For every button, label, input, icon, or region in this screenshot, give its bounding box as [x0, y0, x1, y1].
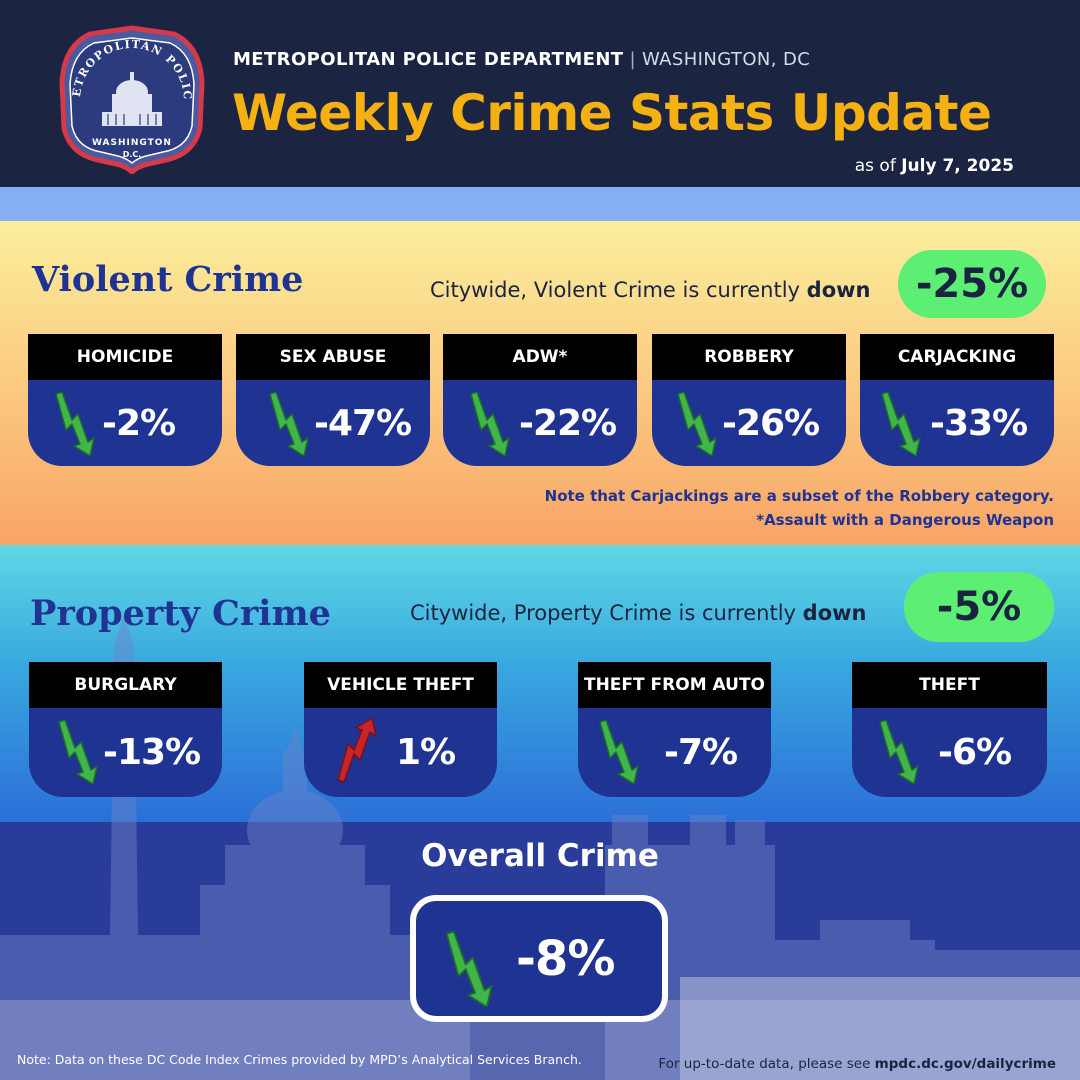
- category-body: -7%: [578, 708, 771, 797]
- violent-card-adw: ADW* -22%: [443, 334, 637, 466]
- property-card-theft-from-auto: THEFT FROM AUTO -7%: [578, 662, 771, 797]
- violent-crime-title: Violent Crime: [32, 259, 304, 300]
- category-change: -47%: [314, 402, 412, 444]
- daily-crime-link-note: For up-to-date data, please see mpdc.dc.…: [658, 1056, 1056, 1072]
- category-label: HOMICIDE: [28, 334, 222, 380]
- trend-down-icon: [442, 929, 494, 1007]
- category-label: CARJACKING: [860, 334, 1054, 380]
- category-body: 1%: [304, 708, 497, 797]
- department-line: METROPOLITAN POLICE DEPARTMENT | WASHINGTO…: [233, 49, 810, 70]
- mpd-badge-icon: METROPOLITAN POLICE WASHINGTON D.C.: [56, 24, 205, 174]
- svg-text:D.C.: D.C.: [123, 150, 142, 159]
- adw-definition-note: *Assault with a Dangerous Weapon: [756, 511, 1054, 529]
- category-change: 1%: [396, 732, 456, 773]
- property-crime-statement: Citywide, Property Crime is currently do…: [410, 601, 867, 625]
- category-body: -13%: [29, 708, 222, 797]
- header-separator: |: [629, 49, 636, 70]
- category-change: -33%: [930, 402, 1028, 444]
- trend-down-icon: [878, 390, 922, 456]
- trend-down-icon: [596, 718, 640, 784]
- trend-down-icon: [674, 390, 718, 456]
- overall-crime-change: -8%: [516, 930, 615, 987]
- category-label: VEHICLE THEFT: [304, 662, 497, 708]
- trend-down-icon: [52, 390, 96, 456]
- trend-down-icon: [876, 718, 920, 784]
- property-crime-content: Property Crime Citywide, Property Crime …: [0, 545, 1080, 822]
- svg-text:WASHINGTON: WASHINGTON: [92, 138, 172, 148]
- data-source-note: Note: Data on these DC Code Index Crimes…: [17, 1052, 582, 1067]
- trend-down-icon: [266, 390, 310, 456]
- page-title: Weekly Crime Stats Update: [232, 84, 992, 142]
- category-body: -47%: [236, 380, 430, 466]
- trend-up-icon: [334, 718, 378, 784]
- category-change: -13%: [103, 732, 201, 773]
- header-divider-band: [0, 187, 1080, 221]
- category-change: -7%: [664, 732, 738, 773]
- carjacking-note: Note that Carjackings are a subset of th…: [544, 487, 1054, 505]
- category-body: -6%: [852, 708, 1047, 797]
- header: METROPOLITAN POLICE WASHINGTON D.C. METR…: [0, 0, 1080, 187]
- category-body: -33%: [860, 380, 1054, 466]
- category-change: -2%: [102, 402, 176, 444]
- violent-card-robbery: ROBBERY -26%: [652, 334, 846, 466]
- property-crime-total-badge: -5%: [904, 572, 1054, 642]
- category-label: SEX ABUSE: [236, 334, 430, 380]
- violent-card-homicide: HOMICIDE -2%: [28, 334, 222, 466]
- overall-crime-title: Overall Crime: [421, 838, 659, 874]
- violent-crime-notes: Note that Carjackings are a subset of th…: [545, 484, 1054, 532]
- trend-down-icon: [55, 718, 99, 784]
- category-label: THEFT: [852, 662, 1047, 708]
- category-change: -6%: [938, 732, 1012, 773]
- violent-card-carjacking: CARJACKING -33%: [860, 334, 1054, 466]
- category-label: ADW*: [443, 334, 637, 380]
- department-city: WASHINGTON, DC: [641, 49, 811, 70]
- violent-card-sex-abuse: SEX ABUSE -47%: [236, 334, 430, 466]
- trend-down-icon: [467, 390, 511, 456]
- daily-crime-link[interactable]: mpdc.dc.gov/dailycrime: [874, 1056, 1056, 1072]
- property-crime-title: Property Crime: [30, 593, 331, 634]
- as-of-date: as of July 7, 2025: [854, 156, 1014, 176]
- category-body: -22%: [443, 380, 637, 466]
- overall-crime-card: -8%: [410, 895, 668, 1022]
- category-body: -2%: [28, 380, 222, 466]
- category-body: -26%: [652, 380, 846, 466]
- property-card-vehicle-theft: VEHICLE THEFT 1%: [304, 662, 497, 797]
- violent-crime-total-badge: -25%: [898, 250, 1046, 318]
- category-label: ROBBERY: [652, 334, 846, 380]
- category-change: -26%: [722, 402, 820, 444]
- property-card-burglary: BURGLARY -13%: [29, 662, 222, 797]
- category-label: THEFT FROM AUTO: [578, 662, 771, 708]
- violent-crime-section: Violent Crime Citywide, Violent Crime is…: [0, 221, 1080, 545]
- category-label: BURGLARY: [29, 662, 222, 708]
- property-card-theft: THEFT -6%: [852, 662, 1047, 797]
- as-of-date-value: July 7, 2025: [901, 156, 1014, 176]
- department-name: METROPOLITAN POLICE DEPARTMENT: [233, 49, 624, 70]
- category-change: -22%: [519, 402, 617, 444]
- violent-crime-statement: Citywide, Violent Crime is currently dow…: [430, 278, 871, 302]
